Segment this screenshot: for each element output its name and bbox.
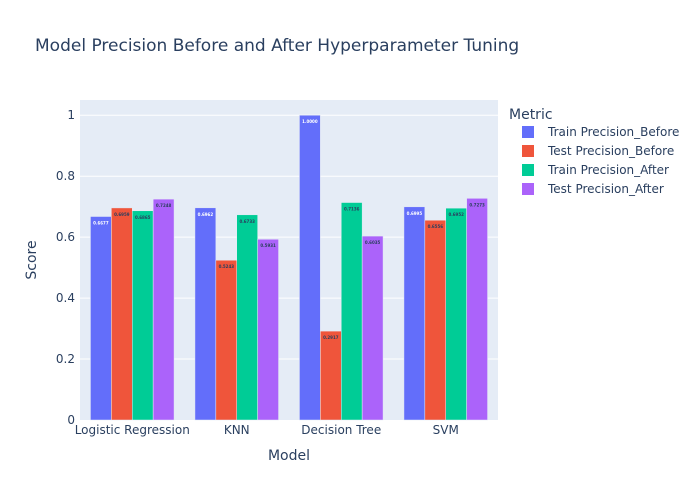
bar[interactable]	[236, 214, 258, 421]
x-tick-label: Logistic Regression	[75, 423, 190, 437]
y-axis-title: Score	[24, 240, 40, 279]
bar[interactable]	[403, 206, 426, 421]
bar-value-label: 0.5243	[219, 264, 235, 269]
legend-title: Metric	[509, 107, 553, 123]
bar-value-label: 0.6962	[198, 212, 214, 217]
legend-label: Test Precision_After	[547, 182, 664, 196]
bar[interactable]	[152, 198, 175, 421]
legend-item[interactable]: Train Precision_Before	[522, 125, 679, 139]
legend-label: Train Precision_After	[547, 163, 669, 177]
bar-value-label: 0.2917	[323, 335, 339, 340]
bar[interactable]	[111, 207, 133, 421]
bar-value-label: 0.6952	[448, 212, 464, 217]
bar-value-label: 1.0000	[302, 119, 318, 124]
bar-value-label: 0.7273	[469, 202, 485, 207]
legend-swatch	[522, 126, 534, 138]
legend-item[interactable]: Train Precision_After	[522, 163, 669, 177]
bar[interactable]	[257, 238, 279, 421]
legend-label: Train Precision_Before	[547, 125, 679, 139]
bar[interactable]	[466, 198, 488, 421]
bar-value-label: 0.6677	[93, 221, 109, 226]
bar-value-label: 0.6995	[407, 211, 423, 216]
axis-ticks: 0 0.2 0.4 0.6 0.8 1 Logistic Regression KNN Deci…	[56, 108, 459, 437]
bar-value-label: 0.7136	[344, 207, 360, 212]
bar-value-label: 0.6865	[135, 215, 151, 220]
bar-value-label: 0.6556	[428, 224, 444, 229]
y-tick-label: 0	[67, 413, 75, 427]
y-tick-label: 0.4	[56, 291, 75, 305]
bar[interactable]	[341, 202, 363, 421]
legend-swatch	[522, 164, 534, 176]
bar[interactable]	[361, 235, 384, 421]
bar[interactable]	[445, 207, 467, 421]
bar-value-label: 0.7248	[156, 203, 172, 208]
bar[interactable]	[299, 114, 321, 421]
bar[interactable]	[194, 207, 217, 421]
bar[interactable]	[215, 259, 238, 421]
bar[interactable]	[132, 210, 154, 421]
legend-swatch	[522, 145, 534, 157]
legend-item[interactable]: Test Precision_Before	[522, 144, 674, 158]
bar[interactable]	[424, 219, 447, 421]
y-tick-label: 0.8	[56, 169, 75, 183]
bars: 0.6677 0.6959 0.6865 0.7248 0.6962 0.5243 0.67…	[90, 114, 488, 421]
y-tick-label: 0.6	[56, 230, 75, 244]
bar[interactable]	[320, 330, 342, 421]
bar-value-label: 0.6035	[365, 240, 381, 245]
bar[interactable]	[90, 216, 112, 421]
x-tick-label: Decision Tree	[301, 423, 381, 437]
y-tick-label: 0.2	[56, 352, 75, 366]
bar-value-label: 0.6733	[239, 219, 255, 224]
x-tick-label: KNN	[224, 423, 250, 437]
x-tick-label: SVM	[433, 423, 459, 437]
bar-value-label: 0.5931	[260, 243, 276, 248]
bar-value-label: 0.6959	[114, 212, 130, 217]
legend[interactable]: Metric Train Precision_Before Test Precis…	[509, 107, 679, 196]
chart-title: Model Precision Before and After Hyperpa…	[35, 36, 519, 56]
legend-label: Test Precision_Before	[547, 144, 674, 158]
legend-item[interactable]: Test Precision_After	[522, 182, 664, 196]
x-axis-title: Model	[268, 448, 310, 464]
y-tick-label: 1	[67, 108, 75, 122]
legend-swatch	[522, 183, 534, 195]
